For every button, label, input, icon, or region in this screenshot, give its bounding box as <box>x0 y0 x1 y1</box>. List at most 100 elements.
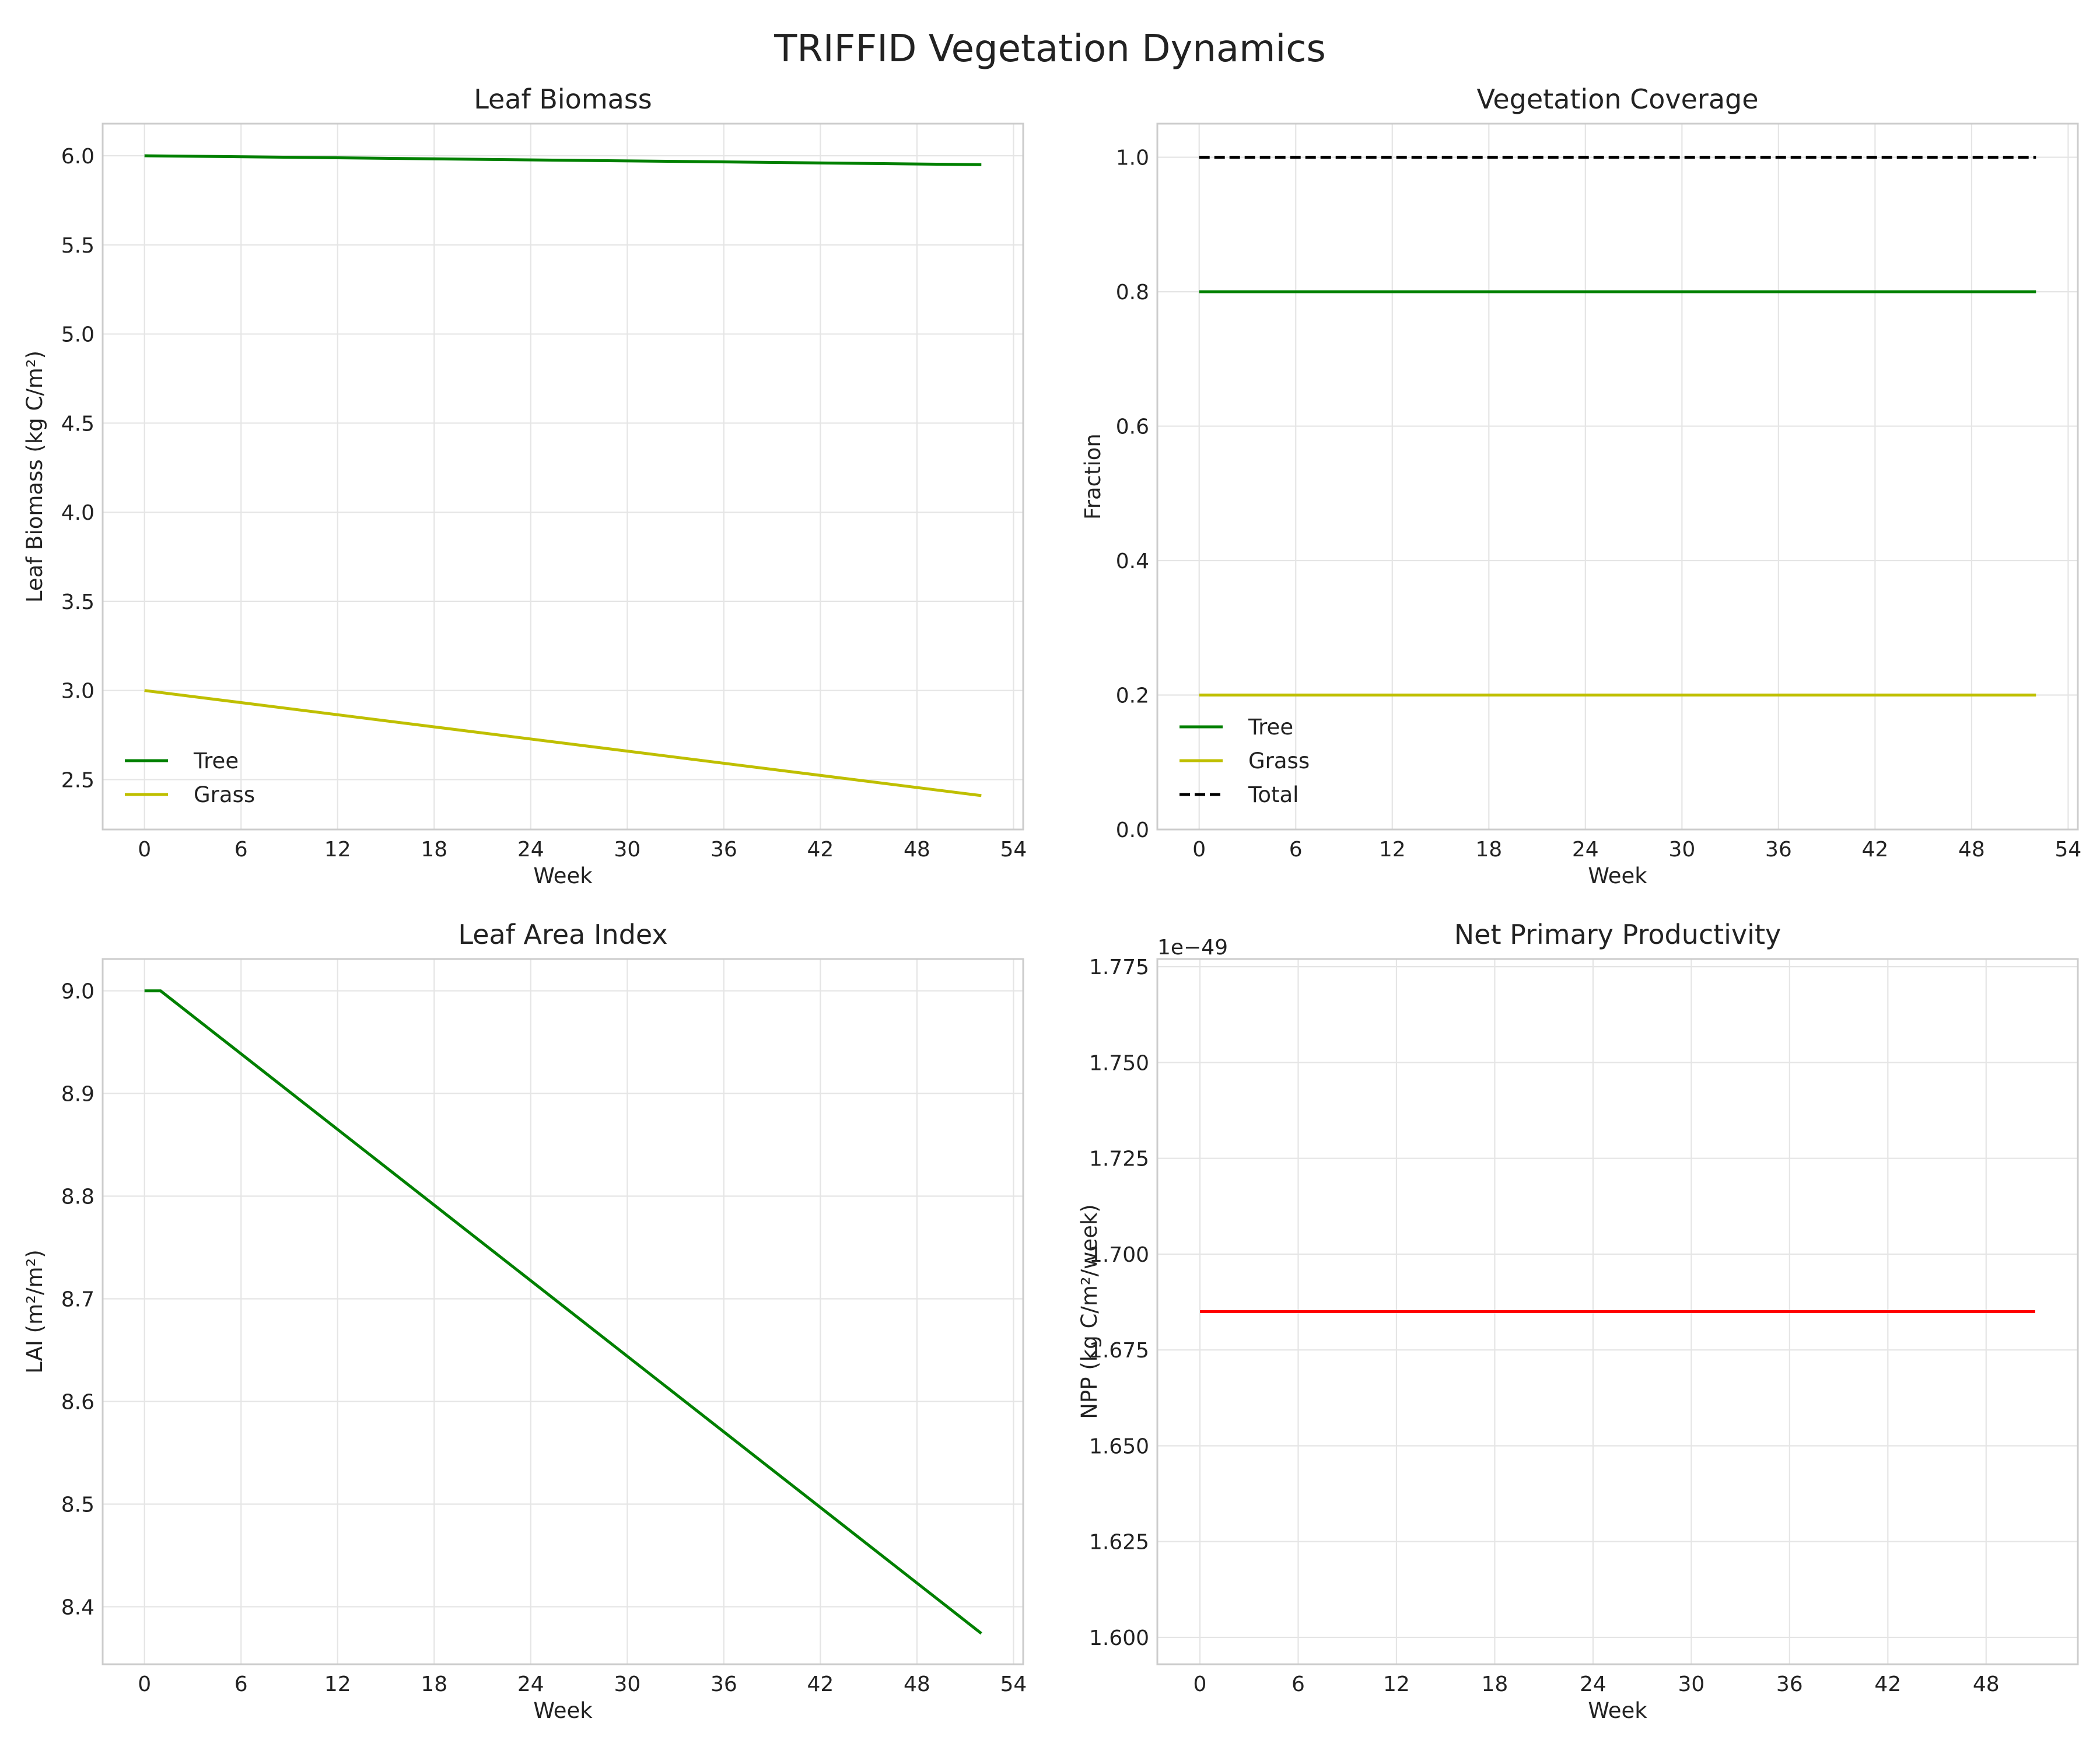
leaf-area-index-panel: 0 6 12 18 24 30 36 42 48 54 8.4 8.5 8.6 8.7 8.8 8.9 9.0 L… <box>22 919 1027 1723</box>
x-tick-label: 24 <box>517 838 544 862</box>
x-tick-label: 42 <box>1861 838 1888 862</box>
legend-label: Total <box>1248 782 1298 807</box>
x-tick-label: 30 <box>1668 838 1695 862</box>
x-tick-label: 36 <box>710 838 737 862</box>
x-tick-label: 6 <box>235 1672 248 1696</box>
leaf-area-index-series-line-0 <box>144 989 982 1635</box>
y-tick-label: 1.700 <box>1089 1243 1149 1267</box>
x-tick-label: 36 <box>1765 838 1792 862</box>
x-tick-label: 12 <box>324 1672 351 1696</box>
y-tick-label: 3.5 <box>61 590 94 614</box>
x-tick-label: 12 <box>324 838 351 862</box>
x-tick-label: 36 <box>710 1672 737 1696</box>
y-tick-label: 4.5 <box>61 412 94 436</box>
x-tick-label: 42 <box>1874 1672 1901 1696</box>
y-tick-label: 8.6 <box>61 1390 94 1414</box>
x-tick-label: 30 <box>614 1672 640 1696</box>
x-axis-label: Week <box>1588 863 1647 888</box>
vegetation-coverage-plot-frame <box>1156 123 2079 831</box>
legend-label: Grass <box>1248 748 1310 774</box>
leaf-biomass-series-line-tree <box>144 154 982 166</box>
leaf-area-index-grid <box>103 959 1023 1664</box>
x-tick-label: 48 <box>1958 838 1985 862</box>
x-tick-label: 0 <box>138 1672 151 1696</box>
y-tick-label: 5.5 <box>61 234 94 258</box>
x-tick-label: 30 <box>614 838 640 862</box>
y-tick-label: 1.775 <box>1089 956 1149 979</box>
leaf-biomass-grid <box>103 124 1023 830</box>
vegetation-coverage-panel: 0 6 12 18 24 30 36 42 48 54 0.0 0.2 0.4 0.6 0.8 1.0 Vege… <box>1080 83 2081 888</box>
x-tick-label: 48 <box>1973 1672 2000 1696</box>
x-tick-label: 12 <box>1379 838 1406 862</box>
leaf-area-index-plot-frame <box>102 958 1024 1665</box>
figure-title: TRIFFID Vegetation Dynamics <box>774 27 1326 71</box>
legend-label: Tree <box>193 748 239 774</box>
leaf-biomass-legend: Tree Grass <box>125 748 255 807</box>
y-tick-label: 8.9 <box>61 1083 94 1107</box>
x-tick-label: 12 <box>1383 1672 1410 1696</box>
x-tick-label: 24 <box>1580 1672 1606 1696</box>
net-primary-productivity-title: Net Primary Productivity <box>1454 919 1781 950</box>
y-axis-offset-text: 1e−49 <box>1157 936 1228 960</box>
y-tick-label: 6.0 <box>61 145 94 169</box>
x-tick-label: 54 <box>1000 838 1027 862</box>
x-tick-label: 18 <box>1475 838 1502 862</box>
y-axis-label: LAI (m²/m²) <box>22 1250 47 1374</box>
vegetation-coverage-title: Vegetation Coverage <box>1476 83 1758 115</box>
y-tick-label: 0.8 <box>1116 281 1149 304</box>
y-tick-label: 0.6 <box>1116 415 1149 439</box>
y-tick-label: 3.0 <box>61 680 94 704</box>
y-tick-label: 1.675 <box>1089 1339 1149 1363</box>
x-axis-label: Week <box>1588 1698 1647 1723</box>
x-tick-label: 0 <box>138 838 151 862</box>
x-axis-label: Week <box>533 1698 593 1723</box>
legend-label: Tree <box>1248 715 1293 740</box>
net-primary-productivity-plot-frame <box>1156 958 2079 1665</box>
x-tick-label: 0 <box>1192 838 1206 862</box>
leaf-biomass-plot-frame <box>102 123 1024 831</box>
charts: 0 6 12 18 24 30 36 42 48 54 2.5 3.0 3.5 4.0 4.5 5.0 5.5 6… <box>22 83 2081 1723</box>
x-tick-label: 54 <box>2055 838 2082 862</box>
y-tick-label: 8.4 <box>61 1595 94 1619</box>
x-tick-label: 18 <box>421 1672 447 1696</box>
y-tick-label: 8.8 <box>61 1185 94 1209</box>
y-tick-label: 1.650 <box>1089 1434 1149 1458</box>
legend-label: Grass <box>194 782 255 807</box>
y-tick-label: 4.0 <box>61 501 94 525</box>
net-primary-productivity-panel: 0 6 12 18 24 30 36 42 48 1.600 1.625 1.650 1.675 1.70… <box>1077 919 2079 1723</box>
x-tick-label: 6 <box>1289 838 1303 862</box>
x-tick-label: 18 <box>421 838 447 862</box>
y-axis-label: Leaf Biomass (kg C/m²) <box>22 351 47 603</box>
x-axis-label: Week <box>533 863 593 888</box>
y-tick-label: 0.4 <box>1116 550 1149 573</box>
x-tick-label: 6 <box>1292 1672 1305 1696</box>
y-tick-label: 1.0 <box>1116 146 1149 170</box>
y-tick-label: 2.5 <box>61 768 94 792</box>
x-tick-label: 48 <box>904 1672 930 1696</box>
y-tick-label: 9.0 <box>61 980 94 1004</box>
vegetation-coverage-grid <box>1157 124 2078 831</box>
y-tick-label: 1.750 <box>1089 1051 1149 1075</box>
leaf-biomass-title: Leaf Biomass <box>474 83 652 115</box>
y-axis-label: NPP (kg C/m²/week) <box>1077 1204 1102 1419</box>
y-tick-label: 0.0 <box>1116 818 1149 842</box>
y-tick-label: 1.625 <box>1089 1531 1149 1555</box>
y-tick-label: 1.725 <box>1089 1147 1149 1171</box>
x-tick-label: 24 <box>1572 838 1599 862</box>
leaf-biomass-series-line-grass <box>144 689 982 797</box>
x-tick-label: 0 <box>1194 1672 1207 1696</box>
x-tick-label: 18 <box>1482 1672 1508 1696</box>
x-tick-label: 54 <box>1000 1672 1027 1696</box>
y-axis-label: Fraction <box>1080 433 1105 520</box>
y-tick-label: 1.600 <box>1089 1626 1149 1650</box>
leaf-biomass-panel: 0 6 12 18 24 30 36 42 48 54 2.5 3.0 3.5 4.0 4.5 5.0 5.5 6… <box>22 83 1027 888</box>
y-tick-label: 8.5 <box>61 1493 94 1517</box>
x-tick-label: 36 <box>1776 1672 1803 1696</box>
leaf-area-index-title: Leaf Area Index <box>458 919 667 950</box>
x-tick-label: 24 <box>517 1672 544 1696</box>
x-tick-label: 6 <box>235 838 248 862</box>
x-tick-label: 42 <box>807 838 834 862</box>
x-tick-label: 42 <box>807 1672 834 1696</box>
y-tick-label: 5.0 <box>61 323 94 347</box>
